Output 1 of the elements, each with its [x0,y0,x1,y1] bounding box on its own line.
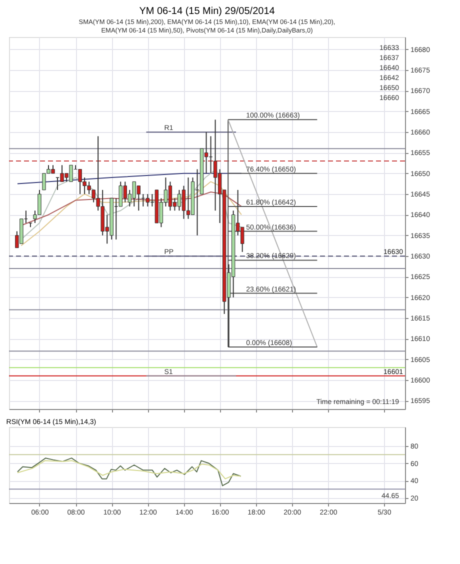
chart-title: YM 06-14 (15 Min) 29/05/2014 [139,6,276,17]
